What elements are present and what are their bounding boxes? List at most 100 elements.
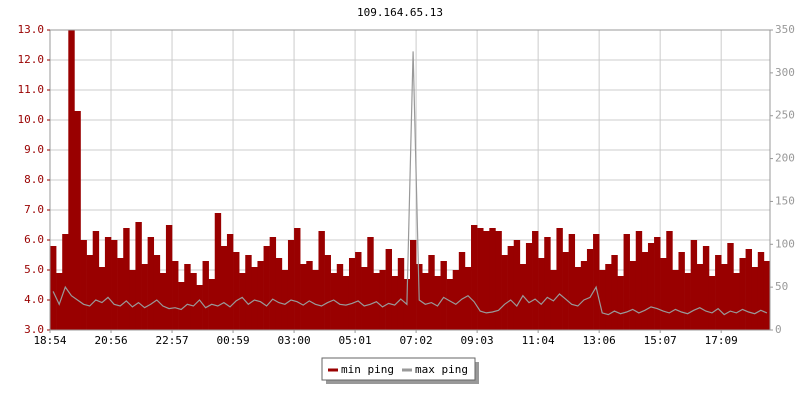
bar xyxy=(532,231,539,330)
bar xyxy=(715,255,722,330)
bar xyxy=(464,267,472,330)
bar xyxy=(739,258,746,330)
x-tick-label: 22:57 xyxy=(155,334,188,347)
bar xyxy=(111,240,118,330)
bar xyxy=(74,111,81,330)
legend-label: max ping xyxy=(415,363,468,376)
bar xyxy=(147,237,155,330)
x-tick-label: 09:03 xyxy=(461,334,494,347)
bar xyxy=(80,240,87,330)
bar xyxy=(104,237,112,330)
bar xyxy=(342,276,350,330)
bar xyxy=(348,258,356,330)
bar xyxy=(269,237,277,330)
bar xyxy=(367,237,374,330)
x-tick-label: 13:06 xyxy=(583,334,616,347)
bar xyxy=(544,237,551,330)
bar xyxy=(184,264,191,330)
bar xyxy=(568,234,576,330)
y-tick-label: 7.0 xyxy=(24,203,44,216)
y2-tick-label: 50 xyxy=(775,280,788,293)
bar xyxy=(117,258,124,330)
bar xyxy=(495,231,502,330)
bar xyxy=(611,255,618,330)
bar xyxy=(635,231,643,330)
y2-tick-label: 300 xyxy=(775,66,795,79)
bar xyxy=(330,273,338,330)
bar xyxy=(251,267,258,330)
bar xyxy=(477,228,484,330)
bar xyxy=(489,228,496,330)
bar xyxy=(507,246,515,330)
bar xyxy=(440,261,447,330)
bar xyxy=(68,30,75,330)
bar xyxy=(355,252,362,330)
bar xyxy=(98,267,106,330)
bar xyxy=(519,264,527,330)
bar xyxy=(263,246,270,330)
bar xyxy=(483,231,490,330)
bar xyxy=(599,270,606,330)
bar xyxy=(233,252,240,330)
bar xyxy=(178,282,185,330)
bar xyxy=(239,273,246,330)
bar xyxy=(678,252,685,330)
y-tick-label: 9.0 xyxy=(24,143,44,156)
bar xyxy=(556,228,563,330)
y-tick-label: 6.0 xyxy=(24,233,44,246)
x-tick-label: 11:04 xyxy=(522,334,555,347)
bar xyxy=(92,231,100,330)
bar xyxy=(690,240,698,330)
legend-items: min ping max ping xyxy=(328,363,468,376)
bar xyxy=(281,270,289,330)
bar xyxy=(580,261,588,330)
legend xyxy=(321,357,476,381)
y-tick-label: 8.0 xyxy=(24,173,44,186)
bar xyxy=(525,243,533,330)
axis-labels: 3.0 4.0 5.0 6.0 7.0 8.0 9.0 10.0 11.0 12.0 13.0 0 50… xyxy=(18,23,795,347)
bar xyxy=(458,252,466,330)
bar xyxy=(745,249,752,330)
bar xyxy=(623,234,630,330)
x-tick-label: 20:56 xyxy=(94,334,127,347)
x-tick-label: 15:07 xyxy=(644,334,677,347)
bar xyxy=(62,234,69,330)
bar xyxy=(452,270,460,330)
bar xyxy=(226,234,234,330)
bar xyxy=(312,270,319,330)
bar xyxy=(666,231,673,330)
y-tick-label: 13.0 xyxy=(18,23,45,36)
bar xyxy=(410,240,417,330)
bar xyxy=(501,255,508,330)
bar xyxy=(245,255,252,330)
bar xyxy=(605,264,612,330)
bar xyxy=(391,276,399,330)
bar xyxy=(318,231,325,330)
bar xyxy=(751,267,759,330)
bar xyxy=(672,270,679,330)
x-tick-label: 17:09 xyxy=(705,334,738,347)
x-tick-label: 18:54 xyxy=(33,334,66,347)
chart-title: 109.164.65.13 xyxy=(357,6,443,19)
bar xyxy=(702,246,710,330)
bar xyxy=(654,237,661,330)
bar xyxy=(165,225,173,330)
line xyxy=(52,51,768,316)
bar xyxy=(86,255,94,330)
bar xyxy=(763,261,771,330)
x-tick-label: 00:59 xyxy=(216,334,249,347)
bar xyxy=(56,273,63,330)
bar xyxy=(757,252,765,330)
bar xyxy=(172,261,179,330)
bar xyxy=(385,249,392,330)
y-tick-label: 5.0 xyxy=(24,263,44,276)
bar xyxy=(696,264,704,330)
bar xyxy=(336,264,344,330)
bar xyxy=(647,243,655,330)
y-tick-label: 12.0 xyxy=(18,53,45,66)
bar xyxy=(428,255,435,330)
bar xyxy=(275,258,283,330)
